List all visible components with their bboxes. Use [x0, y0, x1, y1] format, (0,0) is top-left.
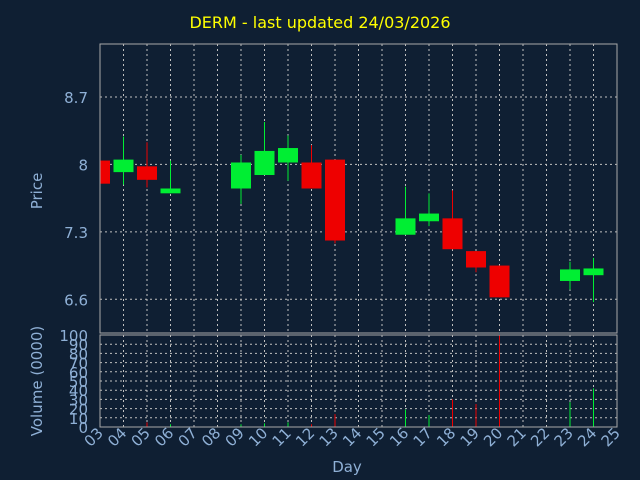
x-tick: 16: [386, 424, 412, 450]
x-tick: 18: [433, 424, 459, 450]
candle-body-23: [560, 269, 580, 281]
volume-y-tick: 30: [69, 391, 88, 409]
candle-body-18: [442, 218, 463, 250]
x-tick: 06: [151, 424, 177, 450]
candle-body-10: [254, 150, 275, 176]
x-tick: 07: [175, 424, 201, 450]
candle-body-24: [583, 268, 604, 276]
x-tick: 20: [480, 424, 506, 450]
volume-y-tick: 0: [78, 419, 88, 437]
x-tick: 22: [527, 424, 553, 450]
volume-y-tick: 70: [69, 355, 88, 373]
volume-grid: [99, 334, 618, 428]
candle-body-06: [160, 188, 181, 194]
x-tick: 10: [245, 424, 271, 450]
candle-body-03: [100, 160, 110, 184]
volume-plot-frame: [99, 334, 618, 428]
x-tick: 15: [363, 424, 389, 450]
candle-body-12: [301, 162, 322, 189]
x-tick: 25: [598, 424, 624, 450]
price-plot-frame: [99, 43, 618, 334]
volume-y-tick: 20: [69, 401, 88, 419]
price-y-tick: 8.7: [64, 89, 88, 107]
x-tick: 05: [128, 424, 154, 450]
x-tick: 21: [504, 424, 530, 450]
candle-body-04: [113, 159, 134, 173]
volume-y-tick: 10: [69, 410, 88, 428]
x-tick: 09: [222, 424, 248, 450]
x-tick: 23: [551, 424, 577, 450]
candle-body-05: [137, 166, 157, 180]
x-tick: 11: [269, 424, 295, 450]
candle-body-09: [231, 162, 251, 189]
price-y-tick: 8: [78, 156, 88, 174]
candle-body-19: [466, 251, 486, 268]
x-tick: 24: [574, 424, 600, 450]
candle-body-17: [419, 213, 439, 222]
x-tick-labels: 0304050607080910111213141516171819202122…: [81, 424, 624, 450]
volume-y-tick: 90: [69, 336, 88, 354]
candle-body-13: [325, 159, 345, 241]
price-axis-label: Price: [28, 173, 46, 210]
x-tick: 19: [457, 424, 483, 450]
candles: [99, 122, 604, 303]
x-axis-label: Day: [332, 458, 362, 476]
volume-y-tick: 60: [69, 364, 88, 382]
candle-body-16: [395, 218, 416, 235]
candle-body-20: [489, 265, 510, 298]
x-tick: 08: [198, 424, 224, 450]
x-tick: 12: [292, 424, 318, 450]
x-tick: 17: [410, 424, 436, 450]
candle-body-11: [278, 148, 298, 163]
x-tick: 13: [316, 424, 342, 450]
volume-bars: [146, 335, 594, 427]
chart-title: DERM - last updated 24/03/2026: [189, 13, 451, 32]
volume-y-tick: 40: [69, 382, 88, 400]
price-y-tick: 6.6: [64, 291, 88, 309]
x-tick: 14: [339, 424, 365, 450]
price-y-tick-labels: 6.6 7.3 8 8.7: [64, 89, 88, 309]
price-y-tick: 7.3: [64, 224, 88, 242]
x-tick: 04: [104, 424, 130, 450]
volume-axis-label: Volume (0000): [28, 326, 46, 436]
volume-y-tick: 50: [69, 373, 88, 391]
volume-y-tick: 100: [59, 327, 88, 345]
volume-y-tick: 80: [69, 345, 88, 363]
